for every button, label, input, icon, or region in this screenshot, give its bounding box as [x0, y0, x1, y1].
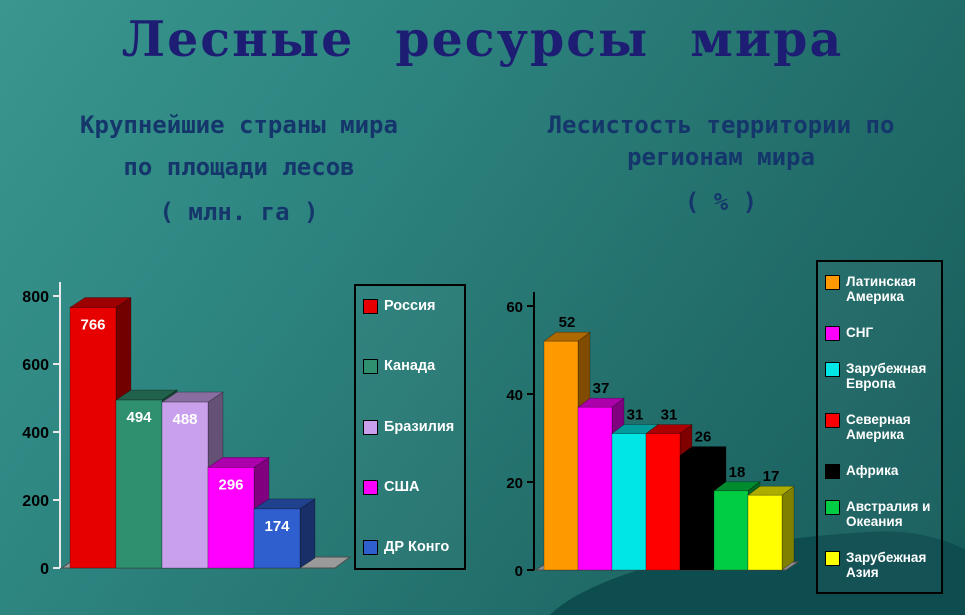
y-axis-ticks: 0 200 400 600 800 [22, 289, 60, 578]
legend-label: США [384, 478, 420, 495]
legend-swatch [363, 479, 378, 495]
legend-item: Африка [825, 463, 934, 479]
forest-area-bar-chart: 0 200 400 600 800 766 494 488 296 174 [22, 282, 352, 578]
legend-swatch [363, 540, 378, 556]
legend-swatch [363, 419, 378, 435]
legend-item: Северная Америка [825, 412, 934, 442]
legend-item: Бразилия [363, 419, 457, 436]
bar-value-label: 17 [763, 468, 780, 485]
subtitle-line: Лесистость территории по [547, 111, 895, 139]
legend-item: Россия [363, 298, 457, 315]
legend-label: ДР Конго [384, 539, 450, 556]
bar-value-label: 494 [126, 409, 152, 426]
legend-label: СНГ [846, 324, 874, 340]
left-chart-title: Крупнейшие страны мира по площади лесов … [0, 111, 478, 241]
legend-swatch [825, 550, 840, 566]
subtitle-line: Крупнейшие страны мира [80, 111, 398, 139]
legend-label: Зарубежная Азия [846, 549, 927, 580]
right-chart-title: Лесистость территории по регионам мира (… [492, 111, 950, 231]
legend-label: Зарубежная Европа [846, 361, 927, 392]
bar-value-label: 52 [559, 314, 576, 331]
bar-value-label: 18 [729, 464, 746, 481]
y-tick-label: 0 [40, 561, 49, 578]
bar-value-label: 766 [80, 317, 105, 334]
bar-value-label: 31 [627, 407, 644, 424]
y-tick-label: 200 [22, 493, 49, 510]
bar-ДР Конго: 174 [253, 498, 316, 569]
legend-item: Австралия и Океания [825, 499, 934, 529]
legend-item: Латинская Америка [825, 274, 934, 304]
bar-value-label: 174 [264, 518, 290, 535]
legend-label: Африка [846, 462, 899, 478]
slide-title: Лесные ресурсы мира [121, 10, 844, 68]
legend-label: Бразилия [384, 418, 455, 435]
forest-area-legend: Россия Канада Бразилия США ДР Конго [354, 284, 466, 570]
left-chart-units: ( млн. га ) [159, 198, 319, 227]
bar-value-label: 488 [172, 411, 197, 428]
legend-item: Зарубежная Азия [825, 550, 934, 580]
y-tick-label: 40 [506, 387, 523, 404]
bar-value-label: 31 [661, 407, 678, 424]
legend-label: Австралия и Океания [846, 499, 931, 530]
legend-item: Канада [363, 358, 457, 375]
legend-swatch [825, 325, 840, 341]
subtitle-line: регионам мира [627, 142, 815, 171]
legend-swatch [363, 359, 378, 375]
legend-item: ДР Конго [363, 539, 457, 556]
legend-label: Россия [384, 298, 436, 314]
bar-Зарубежная Азия: 17 [747, 468, 795, 571]
legend-swatch [825, 275, 840, 290]
right-chart-units: ( % ) [684, 188, 758, 217]
legend-label: Латинская Америка [846, 274, 917, 305]
subtitle-line: по площади лесов [123, 152, 355, 181]
bar-value-label: 37 [593, 380, 610, 397]
legend-item: Зарубежная Европа [825, 361, 934, 391]
bar-value-label: 296 [218, 476, 243, 493]
legend-swatch [825, 500, 840, 516]
y-tick-label: 20 [506, 475, 523, 492]
legend-item: США [363, 479, 457, 496]
y-axis-ticks: 0 20 40 60 [506, 299, 534, 580]
legend-label: Северная Америка [846, 411, 911, 442]
y-tick-label: 60 [506, 299, 523, 316]
legend-swatch [825, 412, 840, 428]
legend-swatch [363, 299, 378, 314]
legend-swatch [825, 362, 840, 378]
y-tick-label: 800 [22, 289, 49, 306]
legend-label: Канада [384, 358, 436, 375]
forest-coverage-bar-chart: 0 20 40 60 52 37 31 31 26 18 17 [506, 292, 800, 580]
legend-item: СНГ [825, 325, 934, 341]
y-tick-label: 0 [515, 563, 523, 580]
forest-coverage-legend: Латинская Америка СНГ Зарубежная Европа Сев… [816, 260, 943, 594]
bar-value-label: 26 [695, 429, 712, 446]
y-tick-label: 600 [22, 357, 49, 374]
legend-swatch [825, 463, 840, 479]
y-tick-label: 400 [22, 425, 49, 442]
